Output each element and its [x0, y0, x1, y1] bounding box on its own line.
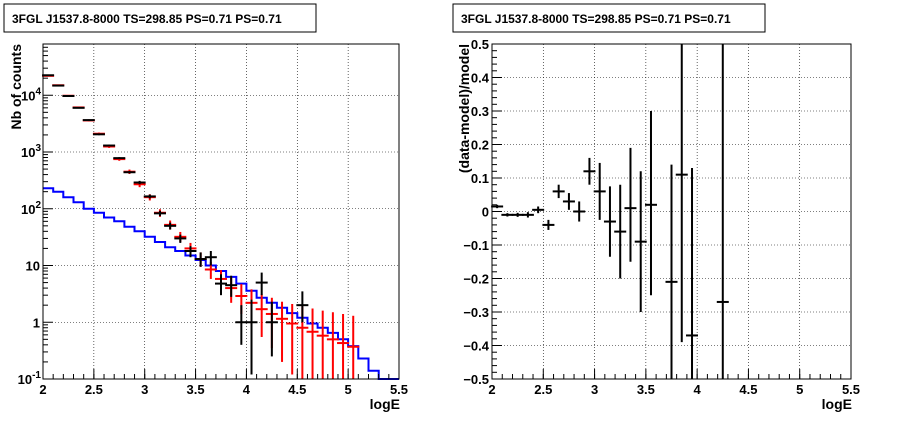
- residual-y-tick-label: 0.5: [471, 37, 489, 52]
- residual-x-tick-label: 3.5: [637, 382, 655, 397]
- counts-x-tick-label: 4: [243, 382, 251, 397]
- counts-x-tick-label: 3: [141, 382, 148, 397]
- residual-y-tick-label: −0.4: [463, 339, 489, 354]
- residual-axes: 2 2.5 3 3.5 4 4.5 5 5.5 −0.5 −0.4 −0.3 −0.2 −0.1 0 0.1…: [463, 37, 860, 397]
- counts-panel: 3FGL J1537.8-8000 TS=298.85 PS=0.71 PS=0…: [3, 3, 408, 412]
- residual-y-tick-label: 0.3: [471, 104, 489, 119]
- counts-title-box: [3, 3, 317, 33]
- counts-marks: [42, 74, 399, 380]
- counts-y-tick-label: 104: [21, 86, 41, 103]
- residual-x-tick-label: 2: [488, 382, 495, 397]
- counts-plot-frame: [42, 43, 400, 380]
- residual-chart-title: 3FGL J1537.8-8000 TS=298.85 PS=0.71 PS=0…: [461, 12, 731, 26]
- residual-x-tick-label: 4: [694, 382, 702, 397]
- residual-x-tick-label: 5.5: [842, 382, 860, 397]
- residual-y-tick-label: −0.3: [463, 305, 489, 320]
- residual-y-tick-label: 0.4: [471, 71, 490, 86]
- residual-title-box: [452, 3, 766, 33]
- counts-x-tick-label: 2: [39, 382, 46, 397]
- residual-y-tick-label: −0.5: [463, 372, 489, 387]
- residual-x-tick-label: 3: [591, 382, 598, 397]
- counts-model-step-line: [43, 187, 399, 380]
- residual-marks: [491, 44, 729, 379]
- residual-x-tick-label: 2.5: [534, 382, 552, 397]
- residual-y-tick-label: 0.2: [471, 138, 489, 153]
- counts-x-tick-label: 3.5: [187, 382, 205, 397]
- residual-y-axis-label: (data-model)/model: [456, 44, 472, 173]
- residual-y-tick-label: 0.1: [471, 171, 489, 186]
- residual-panel: 3FGL J1537.8-8000 TS=298.85 PS=0.71 PS=0…: [452, 3, 860, 412]
- residual-x-tick-label: 5: [796, 382, 803, 397]
- residual-y-tick-label: 0: [482, 205, 489, 220]
- counts-x-tick-label: 5: [345, 382, 352, 397]
- residual-grid: [492, 44, 851, 379]
- counts-x-tick-label: 4.5: [288, 382, 306, 397]
- counts-y-axis-label: Nb of counts: [8, 44, 24, 130]
- counts-x-axis-label: logE: [370, 396, 400, 412]
- counts-axes: 2 2.5 3 3.5 4 4.5 5 5.5 10-1 1 10 102 103 104: [18, 43, 408, 397]
- residual-x-axis-label: logE: [822, 396, 852, 412]
- counts-grid: [43, 44, 399, 379]
- counts-chart-title: 3FGL J1537.8-8000 TS=298.85 PS=0.71 PS=0…: [12, 12, 282, 26]
- counts-y-tick-label: 10: [26, 259, 40, 274]
- counts-y-tick-label: 102: [21, 200, 41, 217]
- residual-y-tick-label: −0.2: [463, 272, 489, 287]
- residual-x-tick-label: 4.5: [739, 382, 757, 397]
- counts-y-tick-label: 10-1: [18, 370, 42, 387]
- residual-y-tick-label: −0.1: [463, 238, 489, 253]
- counts-x-tick-label: 2.5: [85, 382, 103, 397]
- counts-x-tick-label: 5.5: [390, 382, 408, 397]
- counts-y-tick-label: 103: [21, 143, 41, 160]
- counts-y-tick-label: 1: [33, 315, 40, 330]
